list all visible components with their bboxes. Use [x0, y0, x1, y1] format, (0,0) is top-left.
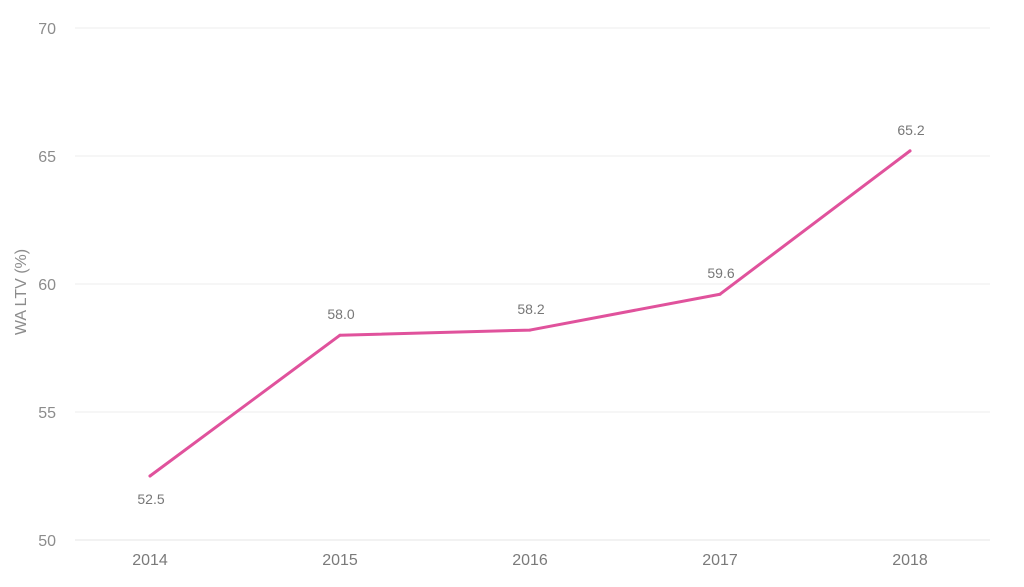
- data-point: [148, 474, 152, 478]
- gridlines: [75, 27, 990, 541]
- y-axis-title: WA LTV (%): [13, 249, 30, 335]
- y-tick-label: 55: [38, 405, 56, 422]
- y-tick-label: 70: [38, 21, 56, 38]
- x-tick-label: 2014: [132, 552, 168, 569]
- y-tick-label: 65: [38, 149, 56, 166]
- data-label: 58.2: [517, 301, 544, 317]
- data-label: 52.5: [137, 491, 164, 507]
- data-label: 58.0: [327, 306, 354, 322]
- y-tick-label: 60: [38, 277, 56, 294]
- x-axis-ticks: 2014 2015 2016 2017 2018: [132, 552, 928, 569]
- data-label: 59.6: [707, 265, 734, 281]
- y-tick-label: 50: [38, 533, 56, 550]
- x-tick-label: 2018: [892, 552, 928, 569]
- series-layer: [148, 149, 912, 478]
- data-point: [908, 149, 912, 153]
- data-point: [718, 292, 722, 296]
- data-labels: 52.5 58.0 58.2 59.6 65.2: [135, 120, 926, 509]
- x-tick-label: 2015: [322, 552, 358, 569]
- data-point: [338, 333, 342, 337]
- y-axis-ticks: 50 55 60 65 70: [38, 21, 56, 550]
- x-tick-label: 2016: [512, 552, 548, 569]
- data-point: [528, 328, 532, 332]
- data-label: 65.2: [897, 122, 924, 138]
- x-tick-label: 2017: [702, 552, 738, 569]
